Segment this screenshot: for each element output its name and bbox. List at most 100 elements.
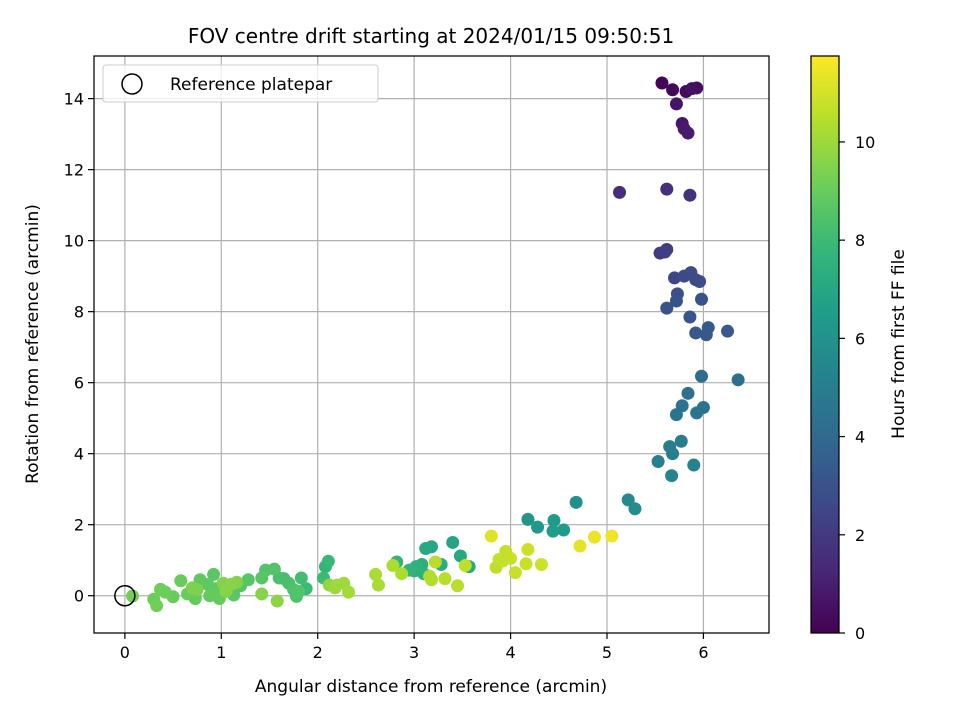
data-point [665,469,679,483]
data-point [219,584,233,598]
plot-frame [93,55,770,634]
data-point [721,324,735,338]
y-tick-label: 10 [64,232,84,251]
data-point [695,369,708,383]
data-point [683,188,697,202]
data-point [428,555,442,569]
data-point [395,567,409,581]
data-point [660,182,674,196]
x-tick-label: 0 [120,643,130,662]
x-axis-ticks: 0 1 2 3 4 5 6 [120,633,709,662]
y-tick-label: 4 [74,445,84,464]
y-tick-label: 2 [74,516,84,535]
colorbar-tick-label: 6 [855,329,865,348]
data-point [419,541,433,555]
chart-title: FOV centre drift starting at 2024/01/15 … [188,24,674,48]
data-point [587,530,601,544]
legend: Reference platepar [102,64,379,103]
data-point [267,562,281,576]
legend-box [102,64,379,103]
data-point [386,559,400,573]
y-tick-label: 6 [74,374,84,393]
data-point [573,539,587,553]
data-point [669,97,683,111]
data-point [731,373,745,387]
colorbar-tick-label: 8 [855,231,865,250]
data-point [508,566,522,580]
y-tick-label: 8 [74,303,84,322]
data-point [655,76,669,90]
data-point [521,543,535,557]
legend-marker [121,73,143,95]
data-point [174,574,188,588]
data-point [681,386,695,400]
data-point [371,578,385,592]
data-point [446,535,460,549]
data-point [547,513,561,527]
data-point [693,274,707,288]
data-point [660,301,674,315]
legend-label: Reference platepar [170,75,332,95]
x-tick-label: 4 [505,643,515,662]
data-point [484,529,498,543]
data-point [621,493,635,507]
x-tick-label: 2 [313,643,323,662]
colorbar-tick-label: 0 [855,624,865,643]
colorbar-ticks: 0 2 4 6 8 10 [839,133,875,643]
data-point [369,567,383,581]
data-point [687,458,701,472]
y-tick-label: 14 [64,90,84,109]
data-point [685,82,699,96]
data-point [521,512,535,526]
data-point [270,594,284,608]
y-tick-label: 0 [74,587,84,606]
data-point [546,524,560,538]
colorbar-tick-label: 4 [855,428,865,447]
data-point [658,245,672,259]
data-point [681,126,695,140]
data-point [150,599,164,613]
data-point [666,447,680,461]
data-point [683,310,697,324]
data-point [451,579,465,593]
data-point [438,572,452,586]
data-point [689,326,703,340]
data-point [423,569,437,583]
data-point [613,185,627,199]
data-point [255,571,269,585]
x-tick-label: 6 [698,643,708,662]
x-tick-label: 5 [602,643,612,662]
x-axis-label: Angular distance from reference (arcmin) [255,677,607,697]
data-point [628,502,642,516]
x-tick-label: 1 [216,643,226,662]
data-point [605,529,619,543]
colorbar [811,56,839,633]
data-point [669,294,683,308]
colorbar-tick-label: 10 [855,133,875,152]
colorbar-label: Hours from first FF file [889,249,909,439]
data-point [158,585,172,599]
data-point [207,567,221,581]
data-point [126,589,140,603]
x-tick-label: 3 [409,643,419,662]
data-point [458,559,472,573]
data-point [534,557,548,571]
data-point [651,454,665,468]
data-point [255,587,269,601]
data-point [291,584,305,598]
data-point [666,83,680,97]
colorbar-frame [810,55,840,634]
data-point [674,434,688,448]
data-point [557,523,571,537]
data-point [701,321,715,335]
data-point [342,585,356,599]
scatter-points [126,76,745,613]
data-point [294,571,308,585]
colorbar-tick-label: 2 [855,526,865,545]
y-tick-label: 12 [64,161,84,180]
data-point [669,408,683,422]
data-point [569,495,583,509]
y-axis-ticks: 0 2 4 6 8 10 12 14 [64,90,94,606]
data-point [519,557,533,571]
